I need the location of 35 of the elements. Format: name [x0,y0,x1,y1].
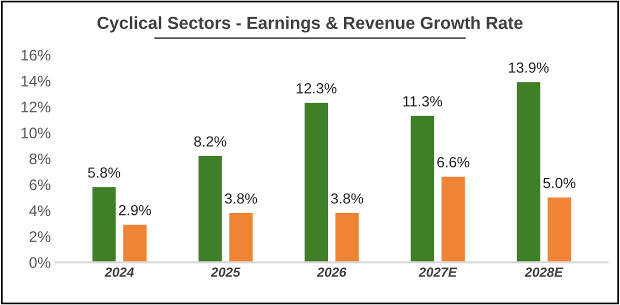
data-label: 6.6% [437,157,470,168]
y-tick-label: 16% [22,50,50,61]
bar [123,224,147,262]
bar [229,213,253,262]
data-label: 11.3% [403,96,442,106]
y-tick-label: 4% [29,205,50,216]
x-tick-label: 2025 [210,268,240,277]
bar [410,116,434,262]
bar [548,197,571,262]
data-label: 8.2% [194,136,226,147]
data-label: 13.9% [508,62,549,73]
data-label: 5.0% [543,178,576,188]
y-tick-label: 2% [30,231,50,242]
data-label: 5.8% [88,167,120,178]
bar [92,187,116,262]
data-label: 12.3% [296,83,336,94]
data-label: 2.9% [118,205,151,216]
x-tick-label: 2027E [418,268,458,277]
data-label: 3.8% [224,193,258,204]
data-label: 3.8% [331,193,364,204]
x-tick-label: 2024 [104,268,134,277]
x-tick-label: 2026 [316,268,346,277]
y-tick-label: 12% [22,102,50,112]
y-tick-label: 14% [22,76,50,86]
y-tick-label: 8% [30,153,50,164]
y-tick-label: 10% [22,128,50,138]
bar [516,82,540,262]
bar [442,176,465,262]
x-tick-label: 2028E [524,268,564,277]
y-tick-label: 6% [30,179,50,190]
y-tick-label: 0% [29,257,50,268]
bar [335,213,359,262]
bar [198,156,222,262]
chart-title: Cyclical Sectors - Earnings & Revenue Growth Rate [98,16,523,33]
bar [304,102,328,262]
